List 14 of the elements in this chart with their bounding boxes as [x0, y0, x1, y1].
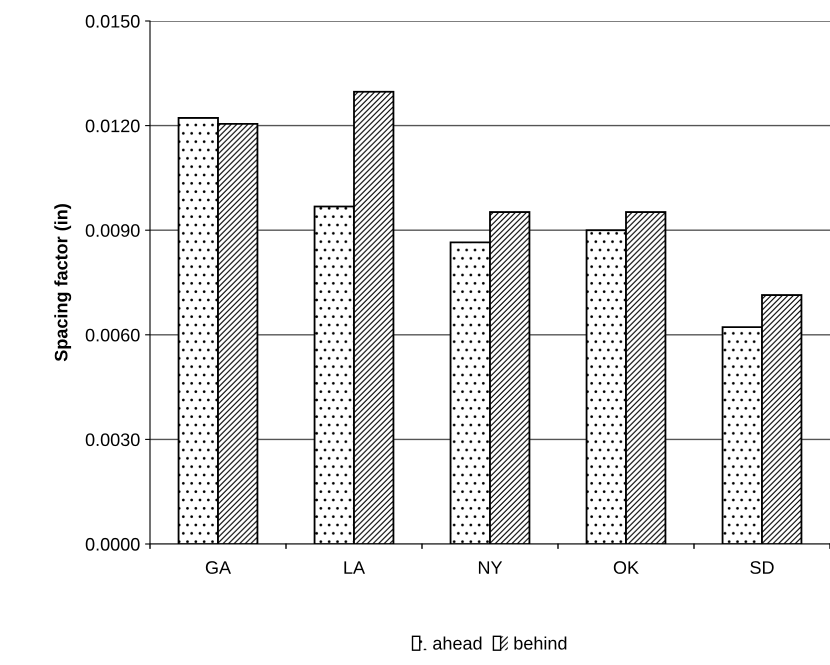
y-tick-label: 0.0090 [86, 224, 140, 237]
x-tick-label: LA [344, 561, 366, 574]
y-tick-label: 0.0030 [86, 433, 140, 446]
y-tick-label: 0.0120 [86, 120, 140, 132]
legend-label: behind [514, 636, 566, 650]
legend-label: ahead [433, 636, 482, 650]
x-tick-label: NY [478, 561, 502, 574]
y-tick-label: 0.0150 [86, 14, 140, 28]
y-tick-label: 0.0060 [86, 328, 140, 342]
x-tick-label: SD [750, 561, 774, 574]
x-tick-label: GA [206, 561, 232, 574]
y-axis-title: Spacing factor (in) [54, 204, 72, 362]
y-tick-label: 0.0000 [86, 538, 140, 551]
x-tick-label: OK [614, 561, 639, 574]
